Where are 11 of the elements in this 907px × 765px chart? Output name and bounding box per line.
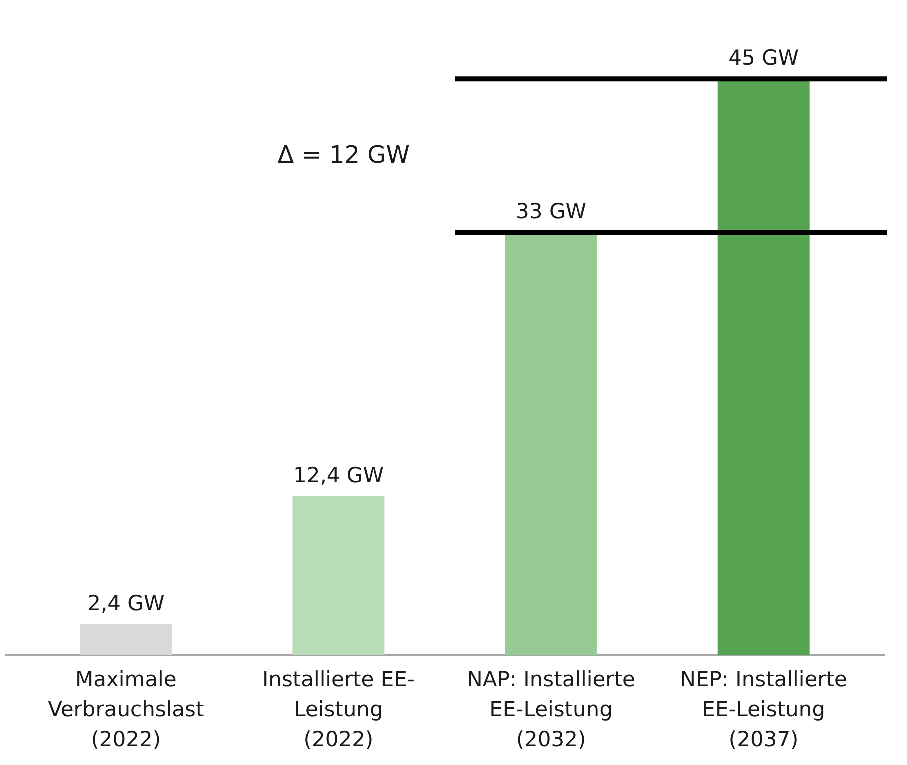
x-tick-label: Installierte EE- Leistung (2022) <box>262 668 415 752</box>
data-label: 45 GW <box>728 46 800 70</box>
bar <box>292 496 385 655</box>
x-tick-label: NEP: Installierte EE-Leistung (2037) <box>680 668 848 752</box>
bar <box>80 624 172 655</box>
annotation: Δ = 12 GW <box>278 140 410 169</box>
data-label: 2,4 GW <box>88 591 165 616</box>
x-tick-label: NAP: Installierte EE-Leistung (2032) <box>467 668 636 752</box>
data-label: 33 GW <box>516 200 587 224</box>
data-label: 12,4 GW <box>293 463 384 488</box>
x-tick-label: Maximale Verbrauchslast (2022) <box>48 668 204 752</box>
